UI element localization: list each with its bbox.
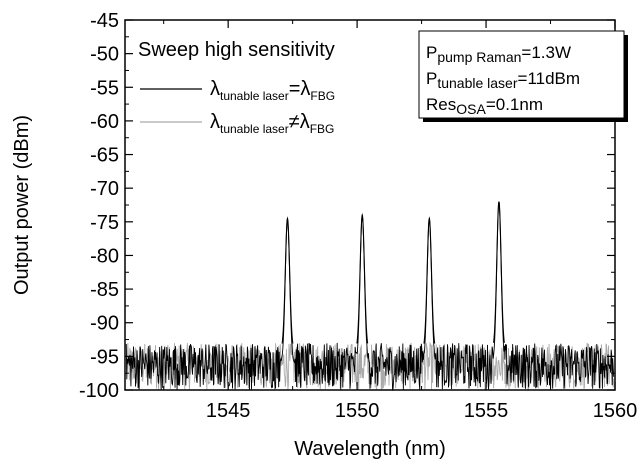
y-axis: -100 -95 -90 -85 -80 -75 -70 -65 -60 -55 -50 -45: [79, 10, 615, 402]
x-tick-label: 1555: [464, 400, 509, 422]
y-tick-label: -90: [90, 313, 119, 335]
peak: [356, 212, 369, 344]
legend-title: Sweep high sensitivity: [138, 39, 335, 61]
y-axis-label: Output power (dBm): [11, 115, 33, 295]
y-tick-label: -95: [90, 346, 119, 368]
series-trace-equal: [125, 201, 615, 392]
info-line-pump: Ppump Raman=1.3W: [426, 43, 571, 65]
y-tick-label: -80: [90, 245, 119, 267]
y-tick-label: -55: [90, 77, 119, 99]
legend-entry-equal: λtunable laser=λFBG: [210, 78, 335, 103]
info-box-frame: [418, 30, 625, 119]
y-tick-label: -85: [90, 279, 119, 301]
peak: [423, 216, 436, 344]
y-tick-label: -70: [90, 178, 119, 200]
y-tick-label: -100: [79, 380, 119, 402]
y-tick-label: -60: [90, 111, 119, 133]
series-traces: [125, 201, 615, 392]
peak: [281, 216, 294, 344]
y-tick-label: -50: [90, 44, 119, 66]
x-tick-label: 1560: [593, 400, 638, 422]
legend-entry-not-equal: λtunable laser≠λFBG: [210, 111, 334, 136]
y-tick-label: -75: [90, 212, 119, 234]
legend: Sweep high sensitivity λtunable laser=λF…: [138, 39, 335, 136]
y-tick-label: -45: [90, 10, 119, 32]
x-axis: 1545 1550 1555 1560: [163, 20, 638, 422]
info-line-res: ResOSA=0.1nm: [426, 95, 543, 117]
peak: [493, 201, 505, 343]
x-tick-label: 1545: [206, 400, 251, 422]
info-box: Ppump Raman=1.3W Ptunable laser=11dBm Re…: [418, 30, 628, 122]
x-axis-label: Wavelength (nm): [294, 438, 446, 460]
y-tick-label: -65: [90, 145, 119, 167]
info-line-laser: Ptunable laser=11dBm: [426, 69, 580, 91]
x-tick-label: 1550: [335, 400, 380, 422]
